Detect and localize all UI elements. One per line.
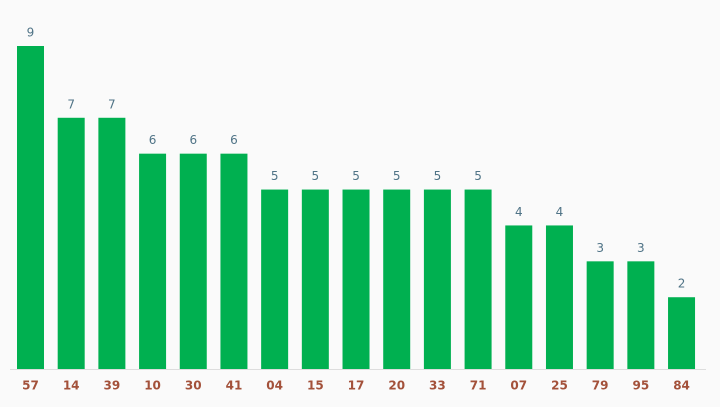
x-tick-label: 15 [307, 379, 324, 393]
bar [220, 153, 248, 369]
x-tick-label: 25 [551, 379, 568, 393]
bar [627, 261, 655, 369]
value-label: 5 [434, 169, 442, 183]
bar [301, 189, 329, 369]
x-tick-label: 14 [63, 379, 80, 393]
bar [383, 189, 411, 369]
x-tick-label: 10 [144, 379, 161, 393]
x-tick-label: 07 [510, 379, 527, 393]
bar [505, 225, 533, 369]
bar [423, 189, 451, 369]
x-tick-label: 71 [470, 379, 487, 393]
bar [261, 189, 289, 369]
value-label: 6 [189, 133, 197, 147]
bar [139, 153, 167, 369]
bar [464, 189, 492, 369]
x-tick-label: 95 [632, 379, 649, 393]
value-label: 9 [27, 26, 35, 40]
x-tick-label: 30 [185, 379, 202, 393]
x-tick-label: 79 [592, 379, 609, 393]
value-label: 5 [312, 169, 320, 183]
bar [98, 117, 126, 370]
x-tick-label: 57 [22, 379, 39, 393]
value-label: 7 [67, 97, 75, 111]
value-label: 3 [596, 241, 604, 255]
x-tick-label: 04 [266, 379, 283, 393]
value-label: 5 [393, 169, 401, 183]
value-label: 5 [352, 169, 360, 183]
value-label: 4 [556, 205, 564, 219]
x-tick-label: 20 [388, 379, 405, 393]
value-label: 2 [678, 277, 686, 291]
value-label: 3 [637, 241, 645, 255]
bar [668, 297, 696, 369]
value-label: 5 [474, 169, 482, 183]
value-label: 6 [230, 133, 238, 147]
bar [179, 153, 207, 369]
x-tick-label: 33 [429, 379, 446, 393]
bar [17, 46, 44, 369]
bar [342, 189, 370, 369]
value-label: 4 [515, 205, 523, 219]
bar [57, 117, 85, 370]
value-label: 6 [149, 133, 157, 147]
x-tick-label: 84 [673, 379, 690, 393]
x-tick-label: 39 [104, 379, 121, 393]
value-label: 5 [271, 169, 279, 183]
bar [545, 225, 573, 369]
x-tick-label: 17 [348, 379, 365, 393]
value-label: 7 [108, 97, 116, 111]
x-tick-label: 41 [226, 379, 243, 393]
bar [586, 261, 614, 369]
